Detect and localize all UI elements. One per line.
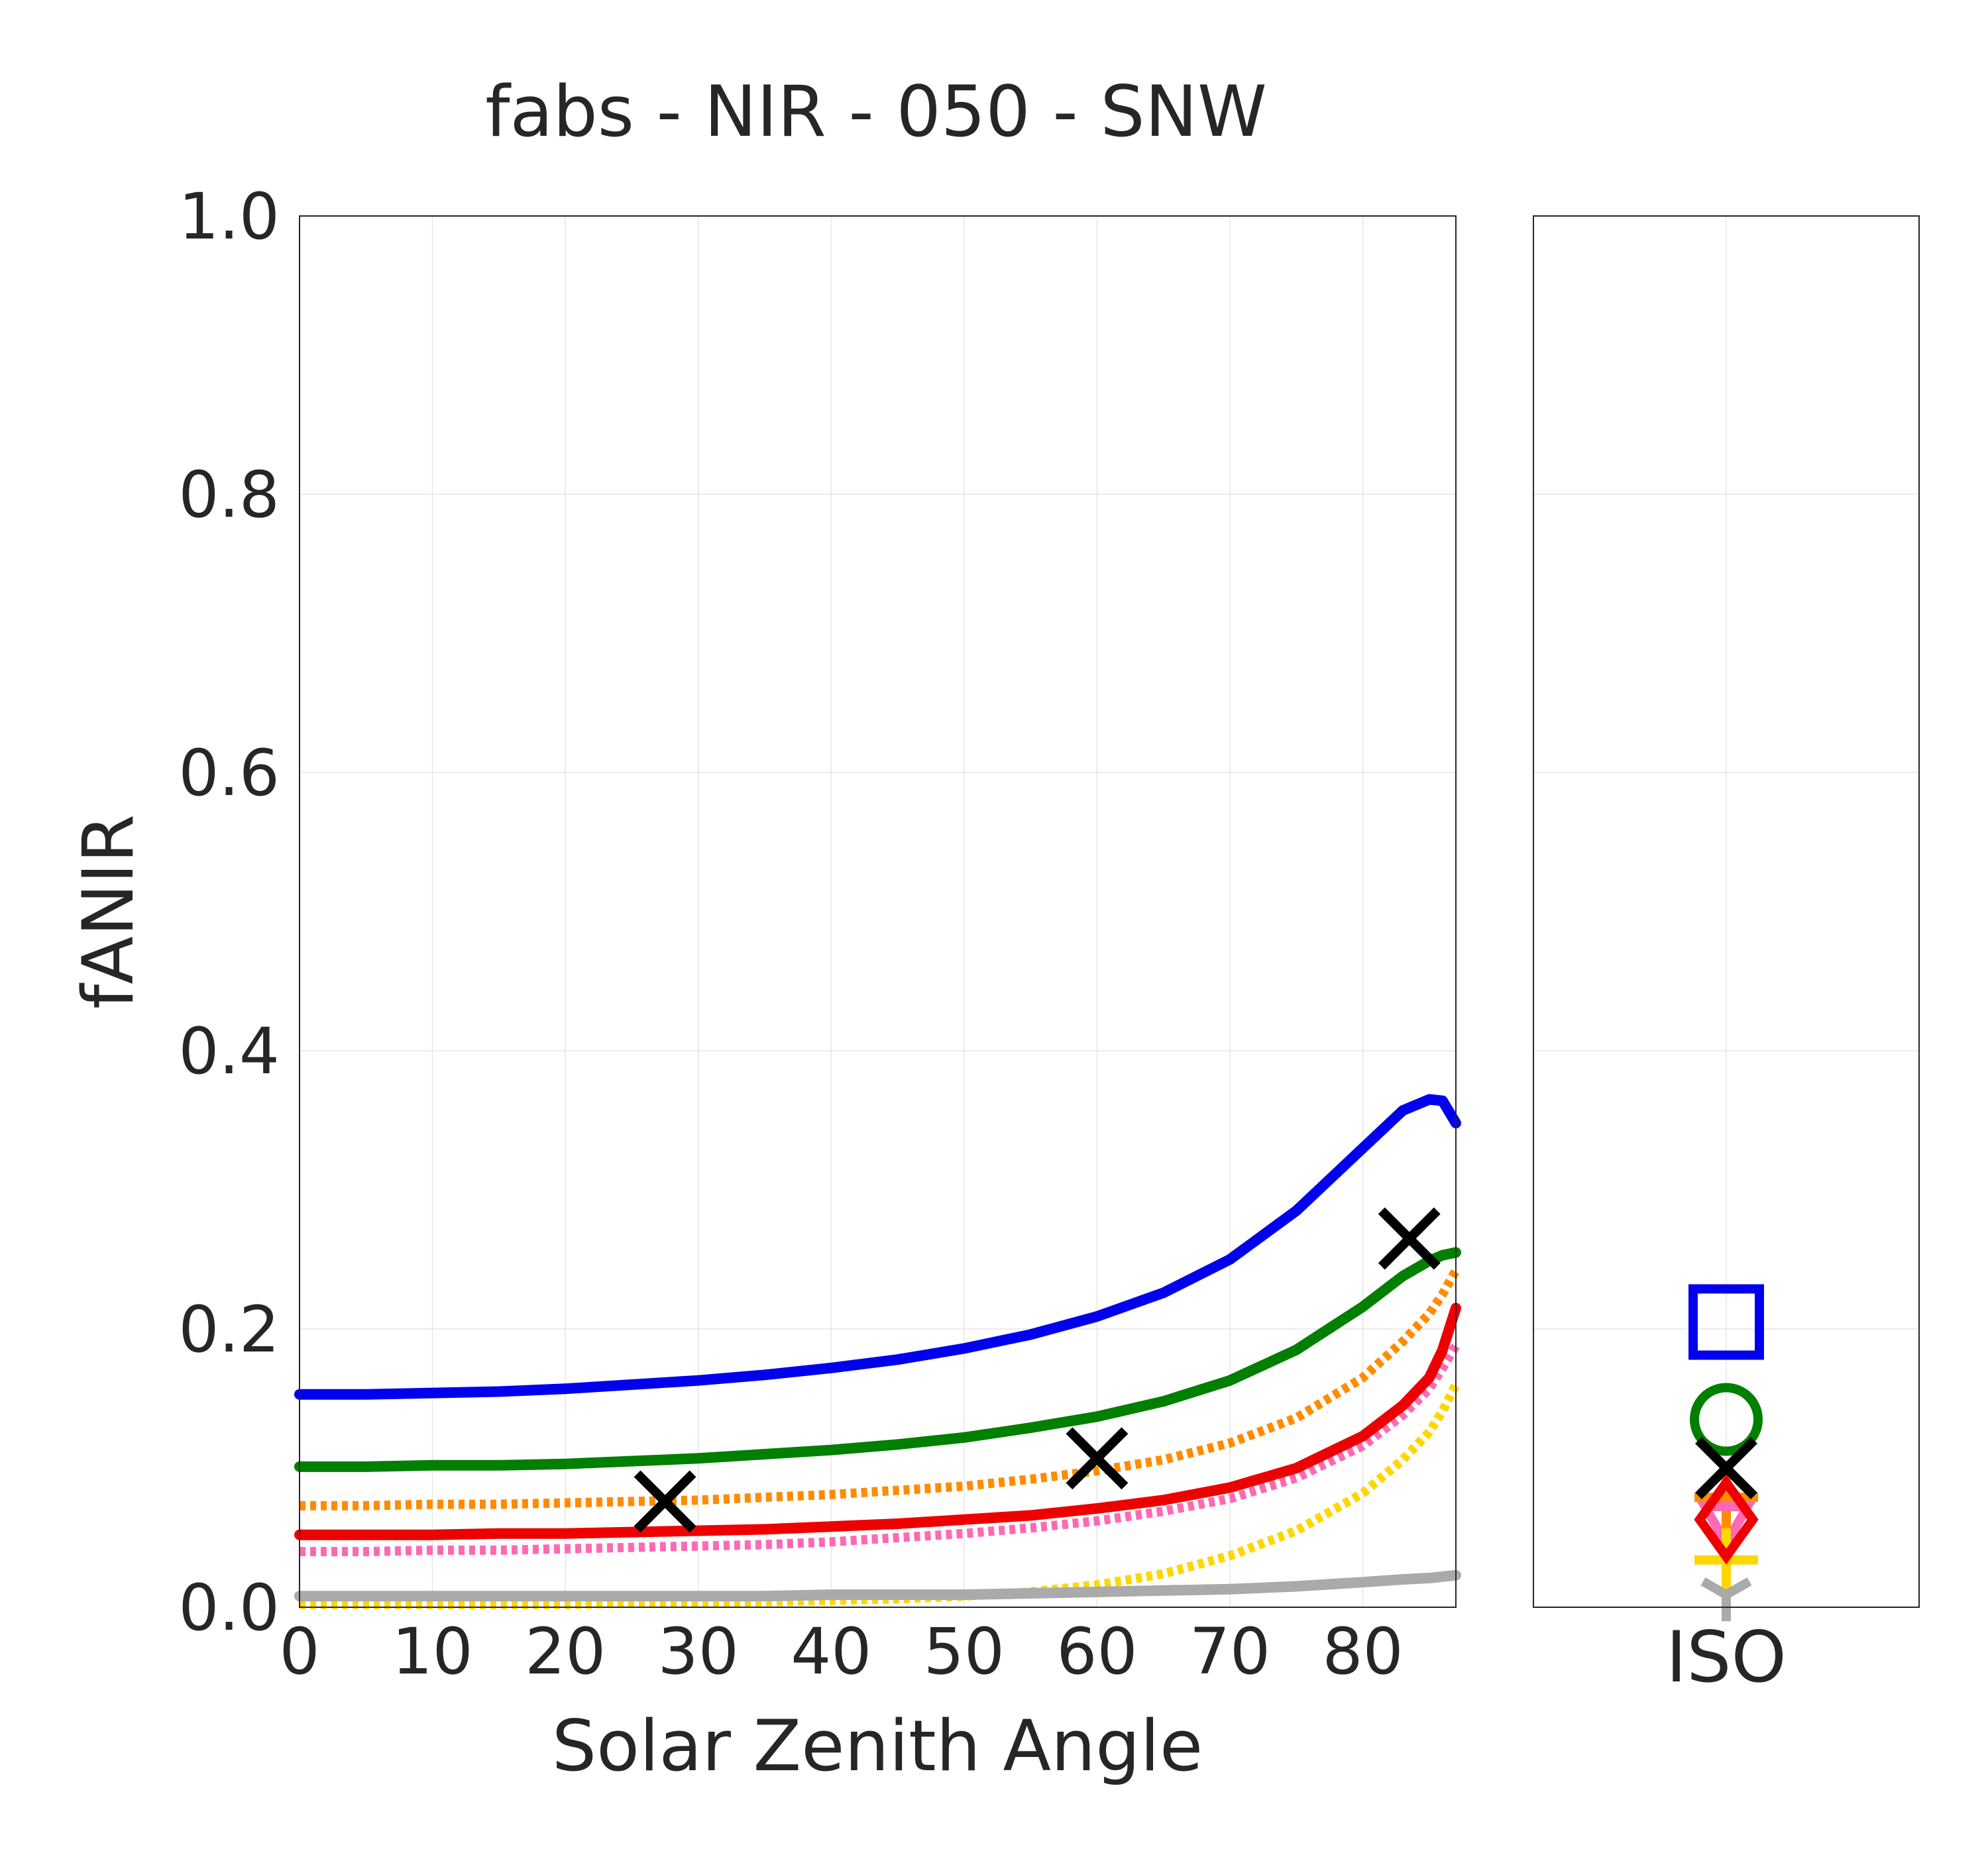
x-tick-label: 20 [525, 1615, 606, 1689]
x-marker [1378, 1207, 1441, 1270]
iso-panel: ISO [1533, 215, 1920, 1698]
y-tick-label: 0.8 [178, 458, 280, 532]
y-tick-label: 0.4 [178, 1014, 280, 1088]
y-tick-label: 0.0 [178, 1571, 280, 1645]
y-tick-labels: 0.0 0.2 0.4 0.6 0.8 1.0 [178, 180, 280, 1645]
x-marker [1066, 1427, 1129, 1490]
x-tick-label: 0 [279, 1615, 319, 1689]
x-tick-label: 30 [658, 1615, 739, 1689]
marker-layer [634, 1207, 1441, 1533]
main-plot-frame [299, 215, 1457, 1608]
series-layer [294, 1094, 1461, 1609]
iso-plot-frame [1533, 215, 1920, 1608]
data-series-line [294, 1094, 1461, 1400]
data-series-line [294, 1247, 1461, 1472]
iso-axis-label: ISO [1666, 1616, 1787, 1698]
x-tick-label: 70 [1189, 1615, 1270, 1689]
data-series-line [300, 1382, 1461, 1609]
x-tick-label: 80 [1323, 1615, 1404, 1689]
data-series-line [294, 1302, 1461, 1540]
diamond-marker [1694, 1474, 1759, 1565]
x-tick-label: 60 [1056, 1615, 1137, 1689]
iso-grid [1533, 215, 1919, 1608]
triangle-marker [1696, 1502, 1756, 1554]
data-series-line [294, 1569, 1461, 1602]
x-tick-label: 50 [924, 1615, 1005, 1689]
x-tick-label: 40 [791, 1615, 871, 1689]
main-grid [299, 215, 1456, 1608]
y-tick-label: 1.0 [178, 180, 280, 254]
iso-marker-layer [1688, 1284, 1764, 1622]
y-tick-label: 0.2 [178, 1293, 280, 1367]
y-tick-label: 0.6 [178, 736, 280, 810]
main-plot-panel: 0 10 20 30 40 50 60 70 80 0.0 0.2 0.4 0.6 0.8 1.0 [178, 180, 1461, 1689]
y-axis-label: fANIR [68, 814, 149, 1009]
x-axis-label: Solar Zenith Angle [552, 1705, 1203, 1787]
x-tick-label: 10 [392, 1615, 472, 1689]
circle-marker [1690, 1383, 1763, 1456]
square-marker [1688, 1284, 1764, 1360]
x-marker [634, 1470, 696, 1533]
chart-title: fabs - NIR - 050 - SNW [485, 71, 1267, 152]
x-marker [1695, 1437, 1757, 1499]
tri-down-marker [1700, 1577, 1752, 1622]
x-tick-labels: 0 10 20 30 40 50 60 70 80 [279, 1615, 1403, 1689]
